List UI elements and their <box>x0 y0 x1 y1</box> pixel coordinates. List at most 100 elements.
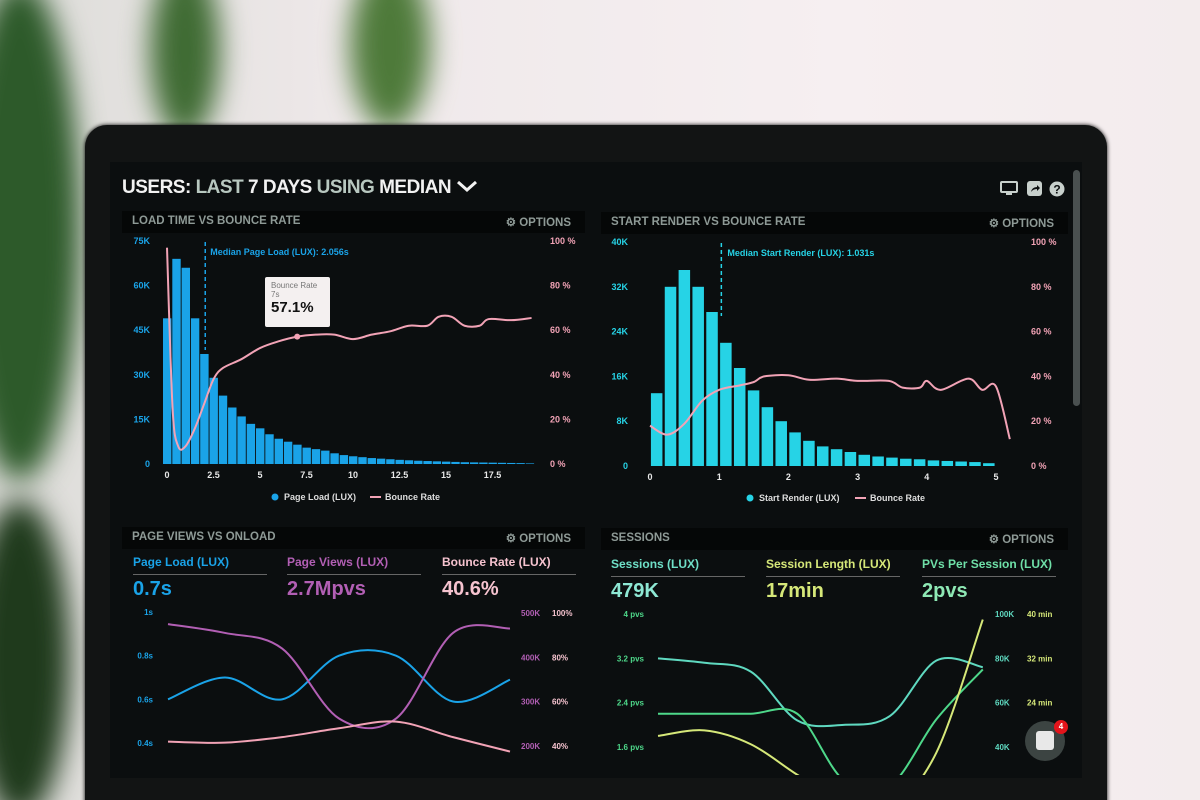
bar <box>900 458 912 466</box>
x-tick-label: 17.5 <box>484 470 502 480</box>
bar <box>955 461 967 466</box>
y2-tick-label: 200K <box>521 742 540 751</box>
x-tick-label: 2 <box>786 472 791 482</box>
bar <box>927 460 940 466</box>
legend-label: Page Load (LUX) <box>284 492 356 502</box>
panel-header-sessions: SESSIONS ⚙ OPTIONS <box>601 528 1068 550</box>
y-tick-label: 0.8s <box>137 652 153 661</box>
bar <box>442 461 451 464</box>
series-line <box>657 657 984 728</box>
bar <box>460 462 469 464</box>
y2-tick-label: 40 % <box>550 370 571 380</box>
notification-badge: 4 <box>1054 720 1068 734</box>
y3-tick-label: 40% <box>552 742 568 751</box>
series-line <box>658 668 984 775</box>
y2-tick-label: 80K <box>995 654 1010 663</box>
y-tick-label: 2.4 pvs <box>617 699 645 708</box>
bar <box>479 462 488 464</box>
tooltip-title: Bounce Rate <box>271 281 318 290</box>
page-title[interactable]: USERS: LAST 7 DAYS USING MEDIAN <box>122 177 478 199</box>
kpi-value: 17min <box>766 580 824 602</box>
bar <box>423 461 432 464</box>
bar <box>761 407 774 466</box>
y2-tick-label: 80 % <box>550 281 571 291</box>
tooltip-subtitle: 7s <box>271 290 280 299</box>
y3-tick-label: 40 min <box>1027 610 1052 619</box>
bar <box>803 440 815 466</box>
series-line <box>167 720 511 753</box>
bar <box>349 456 358 464</box>
y-tick-label: 0.4s <box>137 739 153 748</box>
chevron-down-icon[interactable] <box>456 179 478 193</box>
kpi-label: Bounce Rate (LUX) <box>442 555 576 575</box>
options-button[interactable]: ⚙ OPTIONS <box>505 217 571 229</box>
legend-label: Bounce Rate <box>385 492 440 502</box>
panel-header-load-time: LOAD TIME VS BOUNCE RATE ⚙ OPTIONS <box>122 211 585 233</box>
x-tick-label: 2.5 <box>207 470 220 480</box>
y-tick-label: 1s <box>144 608 153 617</box>
legend-label: Start Render (LUX) <box>759 493 840 503</box>
bar <box>395 459 404 464</box>
bounce-rate-line <box>166 247 532 451</box>
bar <box>941 460 954 466</box>
y3-tick-label: 100% <box>552 609 572 618</box>
y2-tick-label: 500K <box>521 609 540 618</box>
kpi-value: 2.7Mpvs <box>287 578 366 600</box>
monitor-icon[interactable] <box>1000 181 1018 196</box>
bar <box>733 368 746 466</box>
kpi-value: 0.7s <box>133 578 172 600</box>
kpi-label: Session Length (LUX) <box>766 557 900 577</box>
y2-tick-label: 0 % <box>550 459 566 469</box>
bar <box>246 423 256 464</box>
bar <box>747 390 760 466</box>
x-tick-label: 15 <box>441 470 451 480</box>
y-tick-label: 0 <box>145 459 150 469</box>
y2-tick-label: 100K <box>995 610 1014 619</box>
bar <box>432 461 442 464</box>
chat-icon <box>1036 731 1054 750</box>
scrollbar[interactable] <box>1073 170 1080 406</box>
x-tick-label: 3 <box>855 472 860 482</box>
options-button[interactable]: ⚙ OPTIONS <box>988 218 1054 230</box>
y3-tick-label: 24 min <box>1027 699 1052 708</box>
options-button[interactable]: ⚙ OPTIONS <box>988 534 1054 546</box>
y-tick-label: 24K <box>611 327 628 337</box>
bar <box>256 428 265 464</box>
bar <box>507 462 516 464</box>
bar <box>830 449 843 466</box>
kpi-value: 479K <box>611 580 659 602</box>
help-icon[interactable]: ? <box>1049 181 1065 197</box>
tooltip-value: 57.1% <box>271 299 314 316</box>
bar <box>692 286 704 466</box>
plant-leaf <box>350 0 430 130</box>
y2-tick-label: 40K <box>995 743 1010 752</box>
options-button[interactable]: ⚙ OPTIONS <box>505 533 571 545</box>
x-tick-label: 4 <box>924 472 929 482</box>
y2-tick-label: 40 % <box>1031 371 1052 381</box>
panel-header-page-views: PAGE VIEWS VS ONLOAD ⚙ OPTIONS <box>122 527 585 549</box>
bar <box>283 441 293 464</box>
bar <box>339 455 349 464</box>
bar <box>858 454 871 466</box>
bar <box>376 458 386 464</box>
bar <box>678 270 691 466</box>
y-tick-label: 75K <box>133 236 150 246</box>
bar <box>265 434 274 464</box>
bar <box>983 463 995 466</box>
share-icon[interactable] <box>1027 181 1042 196</box>
y-tick-label: 0 <box>623 461 628 471</box>
x-tick-label: 12.5 <box>391 470 409 480</box>
y2-tick-label: 100 % <box>1031 237 1057 247</box>
plant-leaf <box>150 0 220 140</box>
bar <box>872 456 884 466</box>
series-line <box>167 649 511 703</box>
x-tick-label: 1 <box>717 472 722 482</box>
bar <box>311 449 321 464</box>
bar <box>516 463 525 464</box>
y-tick-label: 15K <box>133 414 150 424</box>
y-tick-label: 40K <box>611 237 628 247</box>
bar <box>218 395 228 464</box>
legend-label: Bounce Rate <box>870 493 925 503</box>
y-tick-label: 16K <box>611 371 628 381</box>
